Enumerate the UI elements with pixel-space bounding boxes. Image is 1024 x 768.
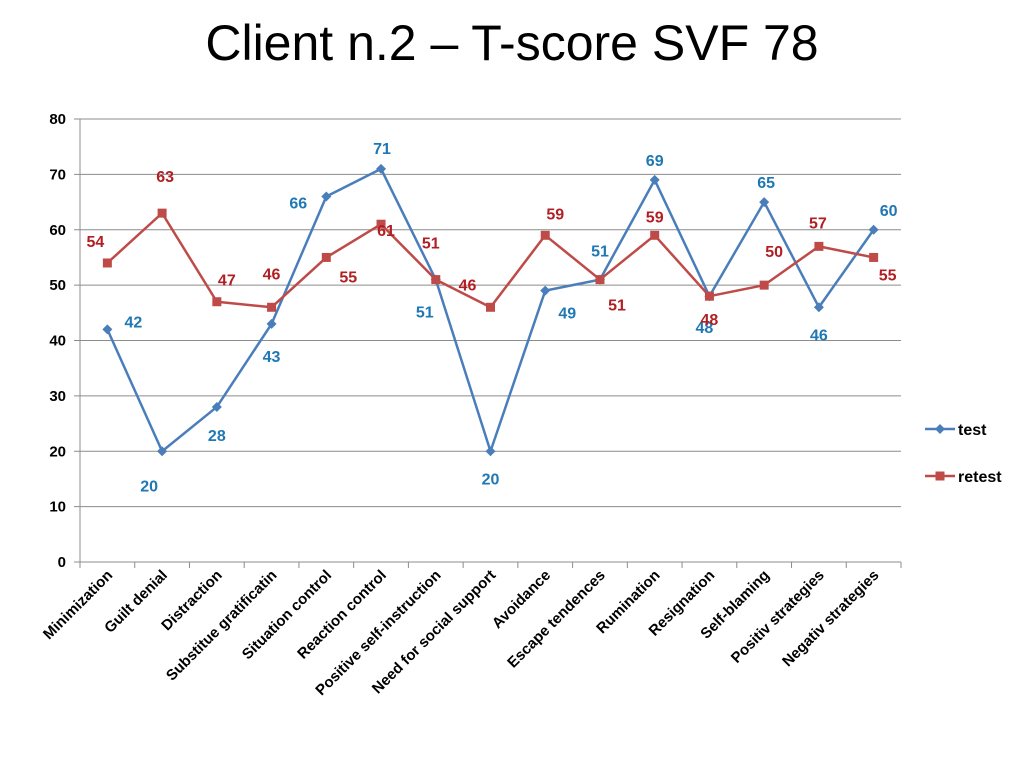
data-label-retest: 54 xyxy=(86,234,104,251)
data-point-test xyxy=(868,224,879,235)
data-label-test: 60 xyxy=(880,203,898,220)
data-point-retest xyxy=(431,275,441,285)
data-labels: 42 20 28 43 66 71 51 20 49 51 69 48 65 46 60 54 63 47 46 55… xyxy=(86,141,897,495)
data-label-retest: 61 xyxy=(377,223,395,240)
data-point-test xyxy=(485,446,496,457)
data-label-test: 51 xyxy=(416,305,434,322)
data-point-test xyxy=(813,302,824,313)
data-point-retest xyxy=(595,275,605,285)
data-point-test xyxy=(649,174,660,185)
data-label-retest: 50 xyxy=(765,244,783,261)
data-point-retest xyxy=(540,230,550,240)
data-label-retest: 57 xyxy=(809,215,827,232)
x-tick-label: Substitue gratificatin xyxy=(163,567,281,685)
y-tick-label: 40 xyxy=(49,333,66,350)
data-point-retest xyxy=(759,280,769,290)
data-point-test xyxy=(157,446,168,457)
y-tick-label: 10 xyxy=(49,499,66,516)
data-label-test: 49 xyxy=(558,306,576,323)
data-point-retest xyxy=(321,252,331,262)
legend: test retest xyxy=(925,422,1002,486)
data-label-retest: 51 xyxy=(422,236,440,253)
data-point-retest xyxy=(704,291,714,301)
y-tick-label: 30 xyxy=(49,388,66,405)
data-point-test xyxy=(759,197,770,208)
data-point-retest xyxy=(650,230,660,240)
data-point-test xyxy=(376,163,387,174)
data-label-retest: 59 xyxy=(546,206,564,223)
y-tick-label: 20 xyxy=(49,443,66,460)
data-label-test: 28 xyxy=(208,428,226,445)
legend-marker-test xyxy=(935,424,945,434)
data-label-retest: 55 xyxy=(879,267,897,284)
x-tick-label: Minimization xyxy=(40,567,116,643)
data-point-test xyxy=(540,285,551,296)
data-point-retest xyxy=(869,252,879,262)
data-label-retest: 46 xyxy=(263,266,281,283)
chart-title: Client n.2 – T-score SVF 78 xyxy=(205,15,819,71)
data-point-retest xyxy=(376,219,386,229)
data-label-test: 20 xyxy=(482,471,500,488)
y-axis-ticks: 0 10 20 30 40 50 60 70 80 xyxy=(49,111,80,571)
y-tick-label: 60 xyxy=(49,222,66,239)
data-label-retest: 48 xyxy=(701,312,719,329)
x-tick-label: Positiv strategies xyxy=(728,567,828,667)
data-label-retest: 59 xyxy=(646,209,664,226)
legend-marker-retest xyxy=(935,471,945,481)
y-tick-label: 80 xyxy=(49,111,66,128)
y-tick-label: 50 xyxy=(49,277,66,294)
data-label-test: 43 xyxy=(263,349,281,366)
data-point-retest xyxy=(486,302,495,312)
data-label-test: 66 xyxy=(289,196,307,213)
x-tick-label: Escape tendences xyxy=(504,567,609,672)
data-label-test: 42 xyxy=(124,314,142,331)
data-label-test: 65 xyxy=(757,175,775,192)
data-point-test xyxy=(211,401,222,412)
data-label-test: 51 xyxy=(591,244,609,261)
y-tick-label: 0 xyxy=(58,554,66,571)
data-point-retest xyxy=(814,241,824,251)
data-label-test: 71 xyxy=(373,141,391,158)
data-label-retest: 63 xyxy=(156,169,174,186)
data-point-retest xyxy=(102,258,112,268)
y-tick-label: 70 xyxy=(49,166,66,183)
series-lines xyxy=(102,163,879,457)
data-label-retest: 46 xyxy=(459,277,477,294)
data-label-retest: 55 xyxy=(339,269,357,286)
data-label-retest: 51 xyxy=(608,298,626,315)
data-point-test xyxy=(102,324,113,335)
data-label-retest: 47 xyxy=(218,273,236,290)
legend-label-retest: retest xyxy=(958,469,1002,486)
data-label-test: 69 xyxy=(646,153,664,170)
data-label-test: 46 xyxy=(810,327,828,344)
data-label-test: 20 xyxy=(140,478,158,495)
data-point-retest xyxy=(267,302,277,312)
x-tick-label: Negativ strategies xyxy=(779,567,882,670)
data-point-retest xyxy=(157,208,167,218)
data-point-test xyxy=(321,191,332,202)
data-point-retest xyxy=(212,297,222,307)
data-point-test xyxy=(266,318,277,329)
series-line-retest xyxy=(106,211,874,309)
legend-label-test: test xyxy=(958,422,987,439)
data-label-test: 48 xyxy=(696,320,714,337)
